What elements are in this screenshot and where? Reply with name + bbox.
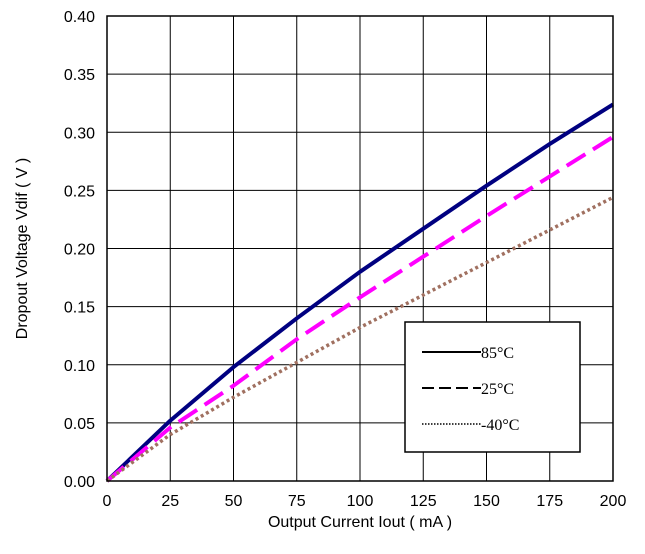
x-tick-label: 125 [410, 493, 437, 510]
y-tick-label: 0.40 [64, 9, 95, 26]
series-line-2 [105, 135, 615, 483]
y-tick-label: 0.10 [64, 358, 95, 375]
y-tick-label: 0.35 [64, 67, 95, 84]
x-tick-label: 100 [347, 493, 374, 510]
legend-box [404, 321, 581, 453]
x-tick-label: 200 [600, 493, 627, 510]
x-tick-label: 150 [473, 493, 500, 510]
series-line-1 [105, 102, 615, 483]
chart-legend: 85°C 25°C -40°C [404, 321, 581, 453]
x-tick-label: 50 [225, 493, 243, 510]
x-tick-label: 75 [288, 493, 306, 510]
chart-grid [107, 16, 613, 481]
x-tick-labels: 0 25 50 75 100 125 150 175 200 [103, 493, 627, 510]
legend-label: -40°C [481, 417, 519, 434]
y-tick-label: 0.25 [64, 183, 95, 200]
x-tick-label: 0 [103, 493, 112, 510]
series-line-3 [105, 195, 614, 483]
chart-series [105, 102, 615, 483]
y-axis-label: Dropout Voltage Vdif ( V ) [14, 158, 31, 339]
y-tick-label: 0.15 [64, 300, 95, 317]
x-tick-label: 25 [161, 493, 179, 510]
y-tick-label: 0.00 [64, 474, 95, 491]
x-axis-label: Output Current Iout ( mA ) [268, 514, 452, 531]
x-tick-label: 175 [536, 493, 563, 510]
y-tick-label: 0.20 [64, 242, 95, 259]
y-tick-label: 0.30 [64, 125, 95, 142]
plot-area-frame [106, 15, 614, 482]
y-tick-labels: 0.00 0.05 0.10 0.15 0.20 0.25 0.30 0.35 0.40 [64, 9, 95, 491]
y-tick-label: 0.05 [64, 416, 95, 433]
legend-label: 25°C [481, 381, 514, 398]
legend-label: 85°C [481, 345, 514, 362]
